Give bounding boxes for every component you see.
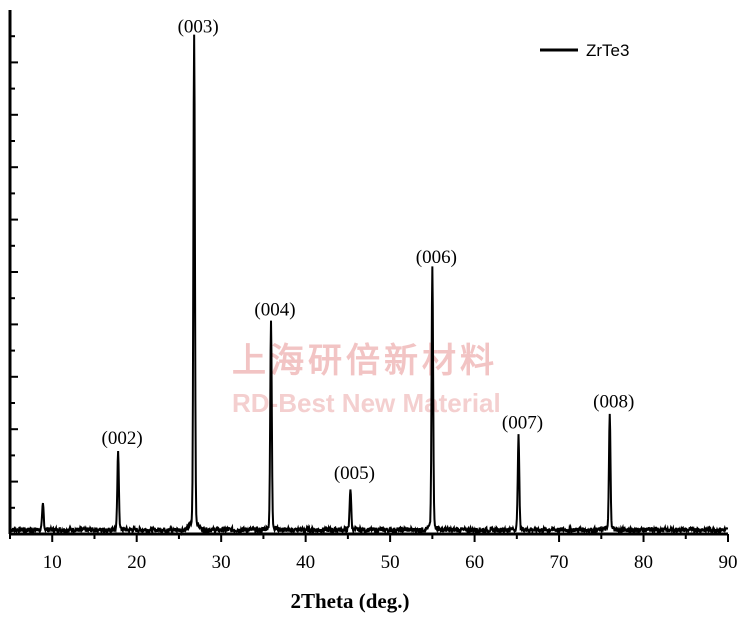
series-group	[9, 34, 729, 537]
y-ticks	[10, 35, 18, 509]
watermark-chinese: 上海研倍新材料	[232, 341, 498, 381]
watermark-english: RD-Best New Material	[232, 388, 501, 418]
x-tick-label: 50	[381, 552, 400, 573]
x-tick-label: 90	[719, 552, 738, 573]
peak-labels: (002) (003) (004) (005) (006) (007) (008)	[102, 17, 635, 484]
peak-label: (008)	[593, 391, 634, 412]
x-ticks: 10 20 30 40 50 60 70 80 90	[9, 534, 738, 573]
peak-label: (002)	[102, 428, 143, 449]
peak-label: (007)	[502, 412, 543, 433]
x-axis-title: 2Theta (deg.)	[291, 589, 410, 613]
x-tick-label: 70	[550, 552, 569, 573]
series-line-zrte3	[9, 34, 729, 537]
peak-label: (006)	[416, 247, 457, 268]
legend-label: ZrTe3	[586, 41, 629, 60]
x-tick-label: 60	[465, 552, 484, 573]
x-tick-label: 40	[296, 552, 315, 573]
peak-label: (003)	[178, 17, 219, 38]
x-tick-label: 20	[127, 552, 146, 573]
x-tick-label: 80	[634, 552, 653, 573]
watermark: 上海研倍新材料 RD-Best New Material	[232, 341, 501, 418]
peak-label: (005)	[334, 463, 375, 484]
legend: ZrTe3	[540, 41, 629, 60]
x-tick-label: 30	[212, 552, 231, 573]
x-tick-label: 10	[43, 552, 62, 573]
peak-label: (004)	[254, 300, 295, 321]
